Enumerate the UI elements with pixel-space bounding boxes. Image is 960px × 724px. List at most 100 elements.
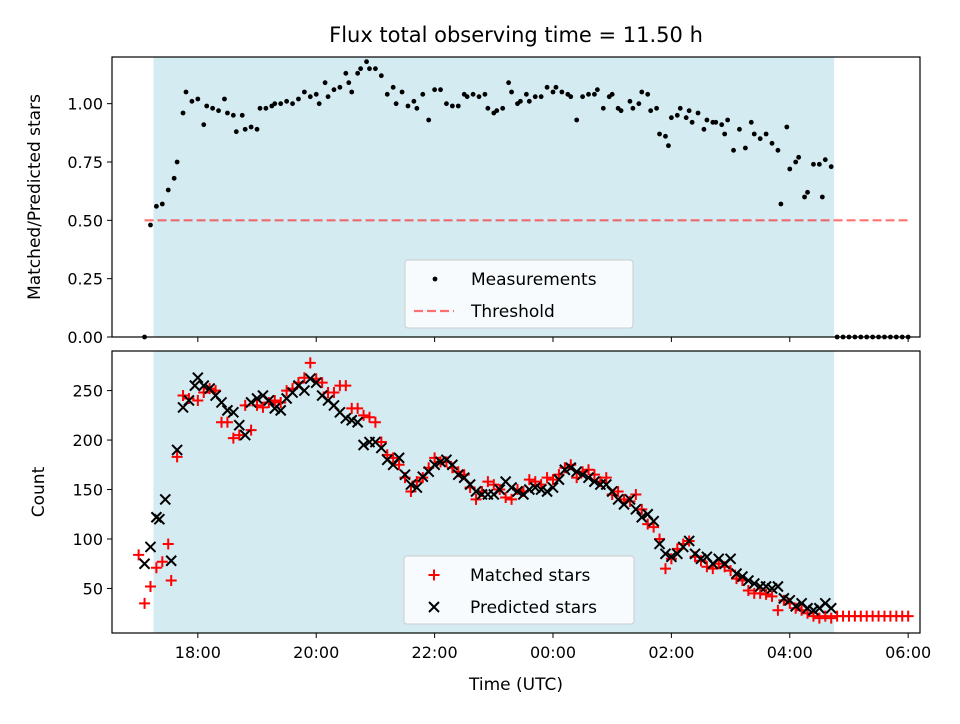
measurement-point [346, 80, 351, 85]
measurement-point [586, 92, 591, 97]
measurement-point [432, 87, 437, 92]
measurement-point [367, 66, 372, 71]
measurement-point [249, 125, 254, 130]
measurement-point [355, 71, 360, 76]
measurement-point [485, 106, 490, 111]
measurement-point [373, 66, 378, 71]
measurement-point [539, 94, 544, 99]
measurement-point [506, 80, 511, 85]
measurement-point [349, 90, 354, 95]
measurement-point [444, 101, 449, 106]
measurement-point [778, 202, 783, 207]
measurement-point [190, 99, 195, 104]
measurement-point [619, 108, 624, 113]
measurement-point [545, 85, 550, 90]
measurement-point [181, 111, 186, 116]
legend-label: Matched stars [470, 566, 590, 586]
x-tick-label: 04:00 [767, 643, 813, 662]
measurement-point [358, 66, 363, 71]
x-tick-label: 20:00 [293, 643, 339, 662]
measurement-point [456, 104, 461, 109]
y-tick-label: 100 [72, 530, 103, 549]
measurement-point [172, 176, 177, 181]
legend: Matched starsPredicted stars [404, 556, 634, 624]
measurement-point [713, 120, 718, 125]
measurement-point [326, 94, 331, 99]
measurement-point [337, 85, 342, 90]
measurement-point [314, 92, 319, 97]
measurement-point [222, 97, 227, 102]
measurement-point [411, 99, 416, 104]
y-tick-label: 200 [72, 431, 103, 450]
y-tick-label: 50 [83, 579, 103, 598]
measurement-point [284, 99, 289, 104]
y-tick-label: 0.50 [67, 211, 103, 230]
measurement-point [675, 113, 680, 118]
measurement-point [796, 155, 801, 160]
measurement-point [595, 87, 600, 92]
measurement-point [379, 73, 384, 78]
measurement-point [722, 132, 727, 137]
y-tick-label: 1.00 [67, 95, 103, 114]
legend: Measurements Threshold [405, 260, 633, 328]
measurement-point [817, 162, 822, 167]
measurement-point [743, 146, 748, 151]
measurement-point [433, 277, 438, 282]
measurement-point [509, 90, 514, 95]
measurement-point [204, 104, 209, 109]
measurement-point [737, 127, 742, 132]
x-tick-label: 06:00 [885, 643, 931, 662]
x-tick-label: 18:00 [175, 643, 221, 662]
measurement-point [687, 108, 692, 113]
measurement-point [332, 87, 337, 92]
measurement-point [657, 132, 662, 137]
chart-title: Flux total observing time = 11.50 h [329, 23, 703, 47]
measurement-point [752, 132, 757, 137]
measurement-point [210, 106, 215, 111]
measurement-point [255, 127, 260, 132]
measurement-point [414, 106, 419, 111]
measurement-point [471, 92, 476, 97]
measurement-point [264, 106, 269, 111]
measurement-point [406, 104, 411, 109]
measurement-point [811, 162, 816, 167]
y-tick-label: 0.25 [67, 270, 103, 289]
measurement-point [160, 202, 165, 207]
measurement-point [225, 111, 230, 116]
measurement-point [580, 94, 585, 99]
measurement-point [684, 115, 689, 120]
measurement-point [343, 71, 348, 76]
measurement-point [524, 92, 529, 97]
measurement-point [364, 59, 369, 64]
measurement-point [749, 120, 754, 125]
measurement-point [290, 101, 295, 106]
measurement-point [240, 113, 245, 118]
measurement-point [420, 92, 425, 97]
y-tick-label: 150 [72, 481, 103, 500]
measurement-point [184, 90, 189, 95]
measurement-point [272, 101, 277, 106]
panels: 0.00 0.25 0.50 0.75 1.00 Matched/Predicted st… [25, 57, 931, 662]
measurement-point [559, 90, 564, 95]
measurement-point [823, 157, 828, 162]
measurement-point [494, 108, 499, 113]
measurement-point [764, 132, 769, 137]
measurement-point [690, 120, 695, 125]
measurement-point [725, 118, 730, 123]
measurement-point [278, 101, 283, 106]
measurement-point [669, 115, 674, 120]
measurement-point [719, 122, 724, 127]
measurement-point [731, 148, 736, 153]
measurement-point [696, 111, 701, 116]
x-tick-label: 22:00 [412, 643, 458, 662]
measurement-point [702, 127, 707, 132]
measurement-point [636, 101, 641, 106]
measurement-point [216, 108, 221, 113]
measurement-point [175, 160, 180, 165]
measurement-point [793, 160, 798, 165]
measurement-point [666, 143, 671, 148]
measurement-point [568, 94, 573, 99]
measurement-point [639, 90, 644, 95]
measurement-point [705, 118, 710, 123]
